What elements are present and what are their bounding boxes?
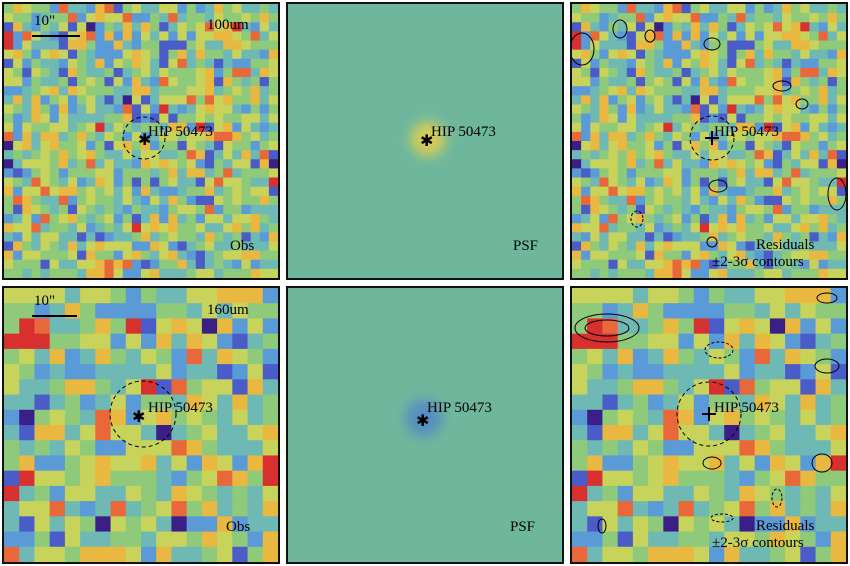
psf-160um-panel: ✱ HIP 50473 PSF [286, 286, 564, 564]
source-label: HIP 50473 [148, 124, 213, 140]
aperture-marker: ✱ [122, 116, 166, 160]
dashed-circle-icon [122, 116, 166, 160]
panel-label-contours: ±2-3σ contours [712, 535, 804, 551]
band-label: 160um [207, 302, 249, 318]
panel-label-psf: PSF [510, 519, 536, 535]
svg-text:✱: ✱ [416, 411, 429, 430]
source-label: HIP 50473 [148, 400, 213, 416]
star-icon: ✱ [420, 131, 433, 150]
star-icon: ✱ [416, 411, 429, 430]
psf-100um-panel: ✱ HIP 50473 PSF [286, 2, 564, 280]
aperture-marker: ✱ [109, 380, 177, 448]
source-label: HIP 50473 [431, 124, 496, 140]
source-label: HIP 50473 [427, 400, 492, 416]
panel-label-contours: ±2-3σ contours [712, 254, 804, 270]
aperture-marker [689, 115, 735, 161]
residuals-100um-panel: HIP 50473 Residuals ±2-3σ contours [570, 2, 848, 280]
aperture-marker [676, 381, 742, 447]
scale-bar [32, 315, 77, 317]
panel-label-residuals: Residuals [756, 237, 815, 253]
obs-160um-image [4, 288, 278, 562]
panel-label-residuals: Residuals [756, 518, 815, 534]
psf-100um-image [288, 4, 562, 278]
residuals-160um-panel: HIP 50473 Residuals ±2-3σ contours [570, 286, 848, 564]
dashed-circle-icon [676, 381, 742, 447]
scale-label: 10" [34, 13, 56, 29]
dashed-circle-icon [689, 115, 735, 161]
obs-100um-image [4, 4, 278, 278]
scale-bar [32, 35, 80, 37]
obs-100um-panel: 10" 100um ✱ HIP 50473 Obs [2, 2, 280, 280]
source-label: HIP 50473 [714, 124, 779, 140]
star-icon: ✱ [138, 130, 151, 149]
panel-label-psf: PSF [513, 238, 539, 254]
residuals-100um-image [572, 4, 846, 278]
star-icon: ✱ [132, 407, 145, 426]
source-label: HIP 50473 [714, 400, 779, 416]
band-label: 100um [207, 17, 249, 33]
psf-160um-image [288, 288, 562, 562]
svg-text:✱: ✱ [420, 131, 433, 150]
scale-label: 10" [34, 293, 56, 309]
residuals-160um-image [572, 288, 846, 562]
dashed-circle-icon [109, 380, 177, 448]
panel-label-obs: Obs [230, 238, 255, 254]
panel-label-obs: Obs [226, 519, 251, 535]
obs-160um-panel: 10" 160um ✱ HIP 50473 Obs [2, 286, 280, 564]
